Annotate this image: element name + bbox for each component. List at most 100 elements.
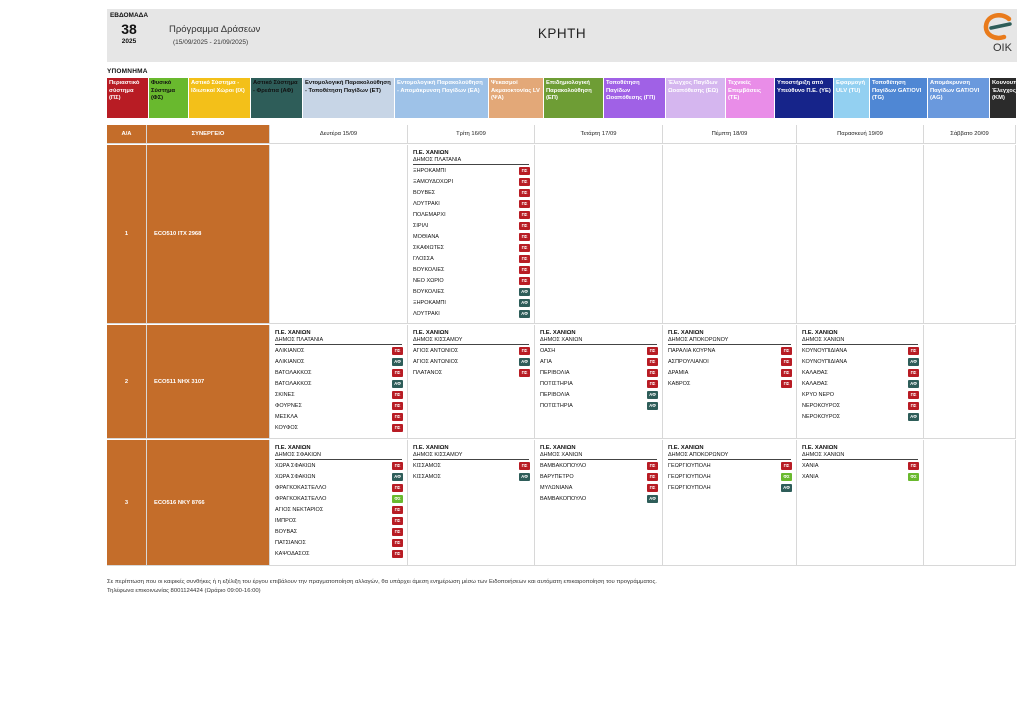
list-item: ΜΕΣΚΛΑ ΠΣ (275, 411, 403, 422)
list-item: ΒΑΜΒΑΚΟΠΟΥΛΟ ΠΣ (540, 460, 658, 471)
location-name: ΜΥΛΩΝΙΑΝΑ (540, 484, 573, 491)
list-item: ΔΡΑΜΙΑ ΠΣ (668, 367, 792, 378)
activity-code-badge: ΑΦ (392, 472, 403, 481)
location-name: ΦΡΑΓΚΟΚΑΣΤΕΛΛΟ (275, 495, 327, 502)
list-item: ΠΕΡΙΒΟΛΙΑ ΑΦ (540, 389, 658, 400)
list-item: ΧΑΝΙΑ ΦΣ (802, 471, 919, 482)
legend-title: ΥΠΟΜΝΗΜΑ (107, 68, 148, 75)
location-name: ΒΟΥΒΑΣ (275, 528, 298, 535)
regional-unit-label: Π.Ε. ΧΑΝΙΩΝ (540, 445, 576, 451)
day-cell: Π.Ε. ΧΑΝΙΩΝ ΔΗΜΟΣ ΧΑΝΙΩΝ ΧΑΝΙΑ ΠΣ ΧΑΝΙΑ ΦΣ (797, 440, 924, 566)
activity-code-badge: ΠΣ (392, 390, 403, 399)
location-name: ΓΕΩΡΓΙΟΥΠΟΛΗ (668, 473, 711, 480)
activity-code-badge: ΦΣ (781, 472, 792, 481)
list-item: ΓΕΩΡΓΙΟΥΠΟΛΗ ΠΣ (668, 460, 792, 471)
list-item: ΑΓΙΟΣ ΝΕΚΤΑΡΙΟΣ ΠΣ (275, 504, 403, 515)
legend-item: Εντομολογική Παρακολούθηση - Τοποθέτηση … (303, 78, 395, 118)
list-item: ΚΙΣΣΑΜΟΣ ΠΣ (413, 460, 530, 471)
header-day: Τετάρτη 17/09 (535, 125, 663, 144)
location-name: ΣΙΡΙΛΙ (413, 222, 429, 229)
location-name: ΧΩΡΑ ΣΦΑΚΙΩΝ (275, 462, 316, 469)
location-name: ΚΟΥΝΟΥΠΙΔΙΑΝΑ (802, 347, 848, 354)
location-name: ΧΑΝΙΑ (802, 462, 819, 469)
activity-code-badge: ΑΦ (647, 390, 658, 399)
location-name: ΟΑΣΗ (540, 347, 556, 354)
header-day: Παρασκευή 19/09 (797, 125, 924, 144)
day-cell (924, 145, 1016, 324)
activity-code-badge: ΠΣ (519, 368, 530, 377)
day-cell: Π.Ε. ΧΑΝΙΩΝ ΔΗΜΟΣ ΧΑΝΙΩΝ ΚΟΥΝΟΥΠΙΔΙΑΝΑ ΠΣ ΚΟ… (797, 325, 924, 439)
activity-code-badge: ΠΣ (519, 177, 530, 186)
location-name: ΚΑΛΑΘΑΣ (802, 380, 828, 387)
list-item: ΒΟΥΒΕΣ ΠΣ (413, 187, 530, 198)
legend-item: Εντομολογική Παρακολούθηση - Απομάκρυνση… (395, 78, 489, 118)
activity-code-badge: ΠΣ (392, 412, 403, 421)
activity-code-badge: ΑΦ (908, 412, 919, 421)
activity-code-badge: ΑΦ (908, 357, 919, 366)
location-name: ΞΗΡΟΚΑΜΠΙ (413, 299, 446, 306)
list-item: ΚΑΛΑΘΑΣ ΠΣ (802, 367, 919, 378)
legend-item: Αστικό Σύστημα - Φρεάτια (ΑΦ) (251, 78, 303, 118)
municipality-label: ΔΗΜΟΣ ΚΙΣΣΑΜΟΥ (413, 452, 529, 460)
list-item: ΓΛΟΣΣΑ ΠΣ (413, 253, 530, 264)
day-cell: Π.Ε. ΧΑΝΙΩΝ ΔΗΜΟΣ ΑΠΟΚΟΡΩΝΟΥ ΓΕΩΡΓΙΟΥΠΟΛΗ Π… (663, 440, 797, 566)
list-item: ΚΟΥΦΟΣ ΠΣ (275, 422, 403, 433)
activity-code-badge: ΠΣ (392, 516, 403, 525)
activity-code-badge: ΠΣ (519, 461, 530, 470)
list-item: ΜΥΛΩΝΙΑΝΑ ΠΣ (540, 482, 658, 493)
activity-code-badge: ΠΣ (519, 210, 530, 219)
regional-unit-label: Π.Ε. ΧΑΝΙΩΝ (668, 445, 704, 451)
week-number: 38 (121, 21, 137, 37)
legend-item: Απομάκρυνση Παγίδων GAT/OVI (AG) (928, 78, 990, 118)
list-item: ΦΟΥΡΝΕΣ ΠΣ (275, 400, 403, 411)
activity-code-badge: ΑΦ (392, 379, 403, 388)
location-block: Π.Ε. ΧΑΝΙΩΝ ΔΗΜΟΣ ΑΠΟΚΟΡΩΝΟΥ ΠΑΡΑΛΙΑ ΚΟΥΡΝ… (663, 325, 796, 389)
activity-code-badge: ΑΦ (519, 298, 530, 307)
location-name: ΠΛΑΤΑΝΟΣ (413, 369, 443, 376)
activity-code-badge: ΠΣ (392, 527, 403, 536)
row-number: 3 (107, 440, 147, 566)
activity-code-badge: ΠΣ (519, 276, 530, 285)
header-team: ΣΥΝΕΡΓΕΙΟ (147, 125, 270, 144)
list-item: ΦΡΑΓΚΟΚΑΣΤΕΛΛΟ ΦΣ (275, 493, 403, 504)
activity-code-badge: ΠΣ (781, 346, 792, 355)
municipality-label: ΔΗΜΟΣ ΑΠΟΚΟΡΩΝΟΥ (668, 337, 791, 345)
activity-code-badge: ΑΦ (519, 287, 530, 296)
list-item: ΒΑΤΟΛΑΚΚΟΣ ΠΣ (275, 367, 403, 378)
region-title: ΚΡΗΤΗ (537, 26, 587, 41)
list-item: ΠΑΡΑΛΙΑ ΚΟΥΡΝΑ ΠΣ (668, 345, 792, 356)
team-name: ECO511 ΝΗΧ 3107 (147, 325, 270, 439)
legend: Περιαστικό σύστημα (ΠΣ) Φυσικό Σύστημα (Φ… (107, 78, 1017, 118)
location-name: ΒΟΥΚΟΛΙΕΣ (413, 266, 445, 273)
activity-code-badge: ΠΣ (519, 199, 530, 208)
activity-code-badge: ΑΦ (647, 494, 658, 503)
list-item: ΚΑΒΡΟΣ ΠΣ (668, 378, 792, 389)
day-cell (924, 440, 1016, 566)
location-name: ΒΟΥΚΟΛΙΕΣ (413, 288, 445, 295)
team-name: ECO510 ΙΤΧ 2968 (147, 145, 270, 324)
location-name: ΚΑΒΡΟΣ (668, 380, 691, 387)
list-item: ΛΟΥΤΡΑΚΙ ΑΦ (413, 308, 530, 319)
list-item: ΛΟΥΤΡΑΚΙ ΠΣ (413, 198, 530, 209)
location-name: ΑΛΙΚΙΑΝΟΣ (275, 358, 305, 365)
list-item: ΟΑΣΗ ΠΣ (540, 345, 658, 356)
legend-item: Τοποθέτηση Παγίδων Ωοαπόθεσης (ΓΠ) (604, 78, 666, 118)
list-item: ΒΟΥΚΟΛΙΕΣ ΑΦ (413, 286, 530, 297)
location-name: ΚΡΥΟ ΝΕΡΟ (802, 391, 835, 398)
municipality-label: ΔΗΜΟΣ ΧΑΝΙΩΝ (540, 337, 657, 345)
activity-code-badge: ΠΣ (392, 549, 403, 558)
day-cell: Π.Ε. ΧΑΝΙΩΝ ΔΗΜΟΣ ΣΦΑΚΙΩΝ ΧΩΡΑ ΣΦΑΚΙΩΝ ΠΣ ΧΩ… (270, 440, 408, 566)
regional-unit-label: Π.Ε. ΧΑΝΙΩΝ (802, 445, 838, 451)
activity-code-badge: ΑΦ (392, 357, 403, 366)
location-name: ΔΡΑΜΙΑ (668, 369, 689, 376)
list-item: ΑΓΙΟΣ ΑΝΤΩΝΙΟΣ ΑΦ (413, 356, 530, 367)
location-name: ΛΟΥΤΡΑΚΙ (413, 200, 440, 207)
activity-code-badge: ΠΣ (392, 346, 403, 355)
table-row: 3 ECO516 ΝΚΥ 8766 Π.Ε. ΧΑΝΙΩΝ ΔΗΜΟΣ ΣΦΑΚΙΩΝ… (107, 440, 1016, 566)
activity-code-badge: ΠΣ (647, 379, 658, 388)
regional-unit-label: Π.Ε. ΧΑΝΙΩΝ (413, 445, 449, 451)
day-cell: Π.Ε. ΧΑΝΙΩΝ ΔΗΜΟΣ ΧΑΝΙΩΝ ΟΑΣΗ ΠΣ ΑΓΙΑ ΠΣ ΠΕΡΙΒ… (535, 325, 663, 439)
location-name: ΙΜΠΡΟΣ (275, 517, 297, 524)
list-item: ΜΟΘΙΑΝΑ ΠΣ (413, 231, 530, 242)
list-item: ΞΑΜΟΥΔΟΧΩΡΙ ΠΣ (413, 176, 530, 187)
